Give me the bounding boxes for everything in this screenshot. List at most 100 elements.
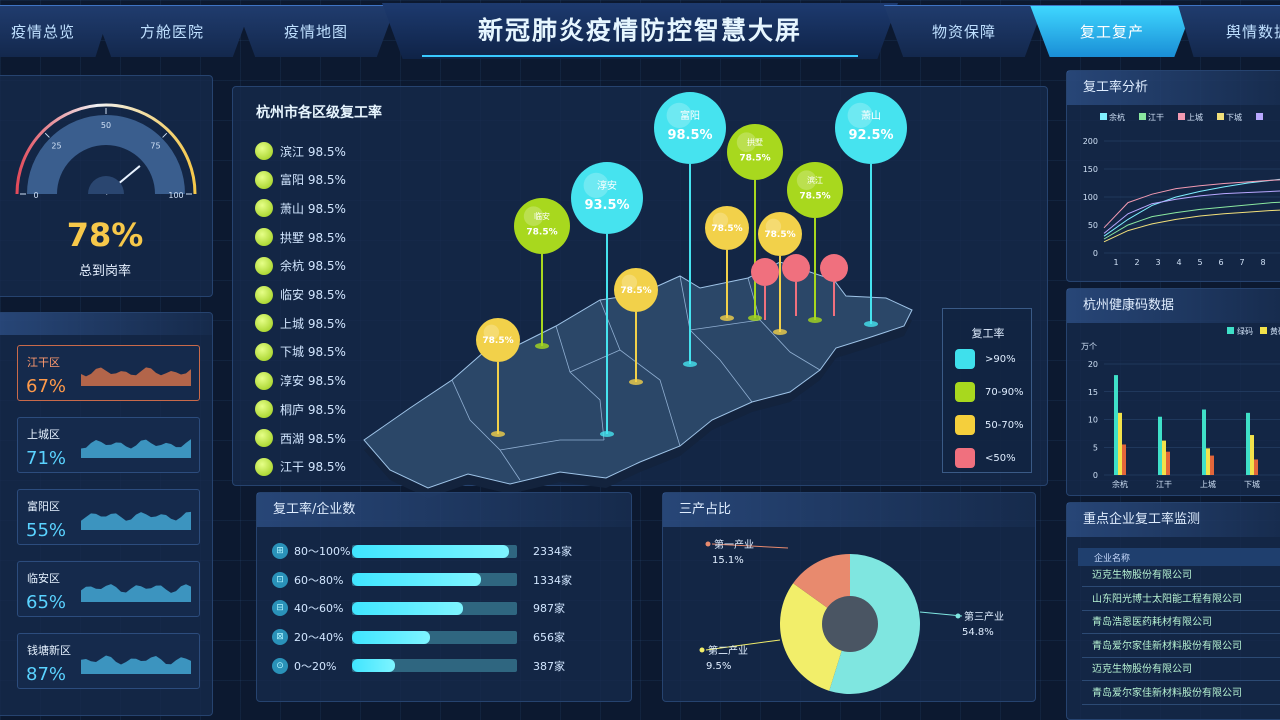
tab-label: 疫情地图 xyxy=(283,22,348,41)
rate-row[interactable]: ⊟ 40～60% 987家 xyxy=(272,600,583,617)
rate-range: 40～60% xyxy=(294,602,344,616)
map-legend: 复工率 >90% 70-90% 50-70% <50% xyxy=(942,308,1032,473)
rate-bar-track xyxy=(352,659,517,673)
enterprise-table-header: 企业名称 xyxy=(1078,548,1280,566)
region-rate-item[interactable]: 淳安 98.5% xyxy=(255,371,346,390)
tab-supplies[interactable]: 物资保障 xyxy=(884,5,1044,57)
region-dot-icon xyxy=(255,142,273,160)
region-rate-item[interactable]: 桐庐 98.5% xyxy=(255,400,346,419)
region-rate-item[interactable]: 滨江 98.5% xyxy=(255,142,346,160)
gauge-tick-label: 75 xyxy=(150,142,160,151)
rate-range: 20～40% xyxy=(294,631,344,645)
legend-swatch xyxy=(955,382,975,402)
region-rate-item[interactable]: 富阳 98.5% xyxy=(255,170,346,189)
gauge-tick-label: 50 xyxy=(101,121,111,130)
legend-swatch xyxy=(955,448,975,468)
enterprise-column-name: 企业名称 xyxy=(1094,554,1131,564)
rate-bar-fill xyxy=(352,544,509,558)
region-rate-item[interactable]: 拱墅 98.5% xyxy=(255,228,346,247)
legend-item[interactable]: >90% xyxy=(955,349,1016,369)
district-card[interactable]: 富阳区 55% xyxy=(17,489,200,545)
map-legend-title: 复工率 xyxy=(971,327,1005,340)
district-card[interactable]: 临安区 65% xyxy=(17,561,200,617)
region-dot-icon xyxy=(255,429,273,447)
region-rate-text: 滨江 98.5% xyxy=(280,144,346,159)
gauge-chart: 0 25 50 75 100 xyxy=(15,103,197,200)
legend-label: 50-70% xyxy=(985,419,1024,431)
region-dot-icon xyxy=(255,256,273,275)
region-rate-item[interactable]: 余杭 98.5% xyxy=(255,256,346,275)
rate-bar-fill xyxy=(352,630,430,644)
enterprise-row[interactable]: 青岛爱尔家佳新材料股份有限公司 xyxy=(1082,636,1280,658)
tab-overview[interactable]: 疫情总览 xyxy=(0,5,112,57)
rate-count: 387家 xyxy=(533,659,565,673)
gauge-tick-label: 100 xyxy=(168,191,183,200)
region-dot-icon xyxy=(255,228,273,247)
legend-item[interactable]: <50% xyxy=(955,448,1016,468)
gauge-band xyxy=(27,115,185,195)
legend-swatch xyxy=(955,349,975,369)
district-panel-header xyxy=(0,313,212,335)
gauge-tick xyxy=(44,132,50,138)
region-rate-text: 拱墅 98.5% xyxy=(280,230,346,245)
district-name: 江干区 xyxy=(27,356,60,369)
rate-bar-fill xyxy=(352,573,481,587)
region-rate-item[interactable]: 下城 98.5% xyxy=(255,342,346,361)
district-name: 临安区 xyxy=(27,572,60,585)
region-rate-text: 江干 98.5% xyxy=(280,460,346,475)
region-rate-item[interactable]: 江干 98.5% xyxy=(255,457,346,476)
district-card[interactable]: 江干区 67% xyxy=(17,345,200,401)
enterprise-name: 青岛浩恩医药耗材有限公司 xyxy=(1092,617,1212,629)
rate-count: 987家 xyxy=(533,602,565,616)
gauge-tick-label: 25 xyxy=(51,142,61,151)
region-dot-icon xyxy=(255,371,273,390)
region-rate-item[interactable]: 临安 98.5% xyxy=(255,285,346,304)
region-rate-text: 萧山 98.5% xyxy=(280,201,346,216)
region-dot-icon xyxy=(255,199,273,218)
tab-resume-work[interactable]: 复工复产 xyxy=(1030,5,1194,57)
rate-icon: ⊙ xyxy=(272,657,288,674)
gauge-outer-arc xyxy=(15,103,197,195)
rate-range: 60～80% xyxy=(294,573,344,587)
health-panel: 杭州健康码数据 xyxy=(1066,288,1280,496)
rate-row[interactable]: ⊞ 80～100% 2334家 xyxy=(272,543,583,559)
gauge-tick xyxy=(162,132,168,138)
enterprise-row[interactable]: 迈克生物股份有限公司 xyxy=(1082,659,1280,682)
rate-bar-track xyxy=(352,630,517,644)
tab-fangcang-hospital[interactable]: 方舱医院 xyxy=(92,5,252,57)
district-card[interactable]: 钱塘新区 87% xyxy=(17,633,200,689)
gauge-ticks: 0 25 50 75 100 xyxy=(20,108,192,200)
enterprise-row[interactable]: 青岛浩恩医药耗材有限公司 xyxy=(1082,612,1280,635)
rate-row[interactable]: ⊠ 20～40% 656家 xyxy=(272,629,583,646)
line-panel-header: 复工率分析 xyxy=(1067,71,1280,105)
district-sparkline xyxy=(81,511,191,530)
rate-panel: 复工率/企业数 xyxy=(256,492,632,702)
region-dot-icon xyxy=(255,285,273,304)
district-name: 富阳区 xyxy=(27,500,60,513)
district-name: 钱塘新区 xyxy=(27,644,71,657)
region-rate-item[interactable]: 西湖 98.5% xyxy=(255,429,346,447)
rate-count: 2334家 xyxy=(533,545,572,558)
rate-row[interactable]: ⊙ 0～20% 387家 xyxy=(272,657,583,674)
enterprise-row[interactable]: 山东阳光博士太阳能工程有限公司 xyxy=(1082,589,1280,611)
rate-bar-fill xyxy=(352,601,463,615)
gauge-panel: 0 25 50 75 100 78% 总到岗率 xyxy=(0,75,213,297)
legend-item[interactable]: 70-90% xyxy=(955,382,1024,402)
region-rate-item[interactable]: 上城 98.5% xyxy=(255,314,346,333)
rate-bar-fill xyxy=(352,659,395,673)
enterprise-row[interactable]: 青岛爱尔家佳新材料股份有限公司 xyxy=(1082,683,1280,705)
sparkline-area xyxy=(81,511,191,530)
tab-public-opinion[interactable]: 舆情数据 xyxy=(1178,5,1280,57)
rate-bar-track xyxy=(352,544,517,558)
region-rate-text: 余杭 98.5% xyxy=(280,259,346,274)
district-card[interactable]: 上城区 71% xyxy=(17,417,200,473)
tab-epidemic-map[interactable]: 疫情地图 xyxy=(236,5,396,57)
district-rate: 55% xyxy=(26,520,67,541)
region-rate-item[interactable]: 萧山 98.5% xyxy=(255,199,346,218)
industry-panel-header: 三产占比 xyxy=(663,493,1035,527)
legend-item[interactable]: 50-70% xyxy=(955,415,1024,435)
enterprise-row[interactable]: 迈克生物股份有限公司 xyxy=(1082,565,1280,587)
rate-row[interactable]: ⊡ 60～80% 1334家 xyxy=(272,571,583,588)
rate-range: 80～100% xyxy=(294,545,351,558)
rate-count: 656家 xyxy=(533,631,565,645)
